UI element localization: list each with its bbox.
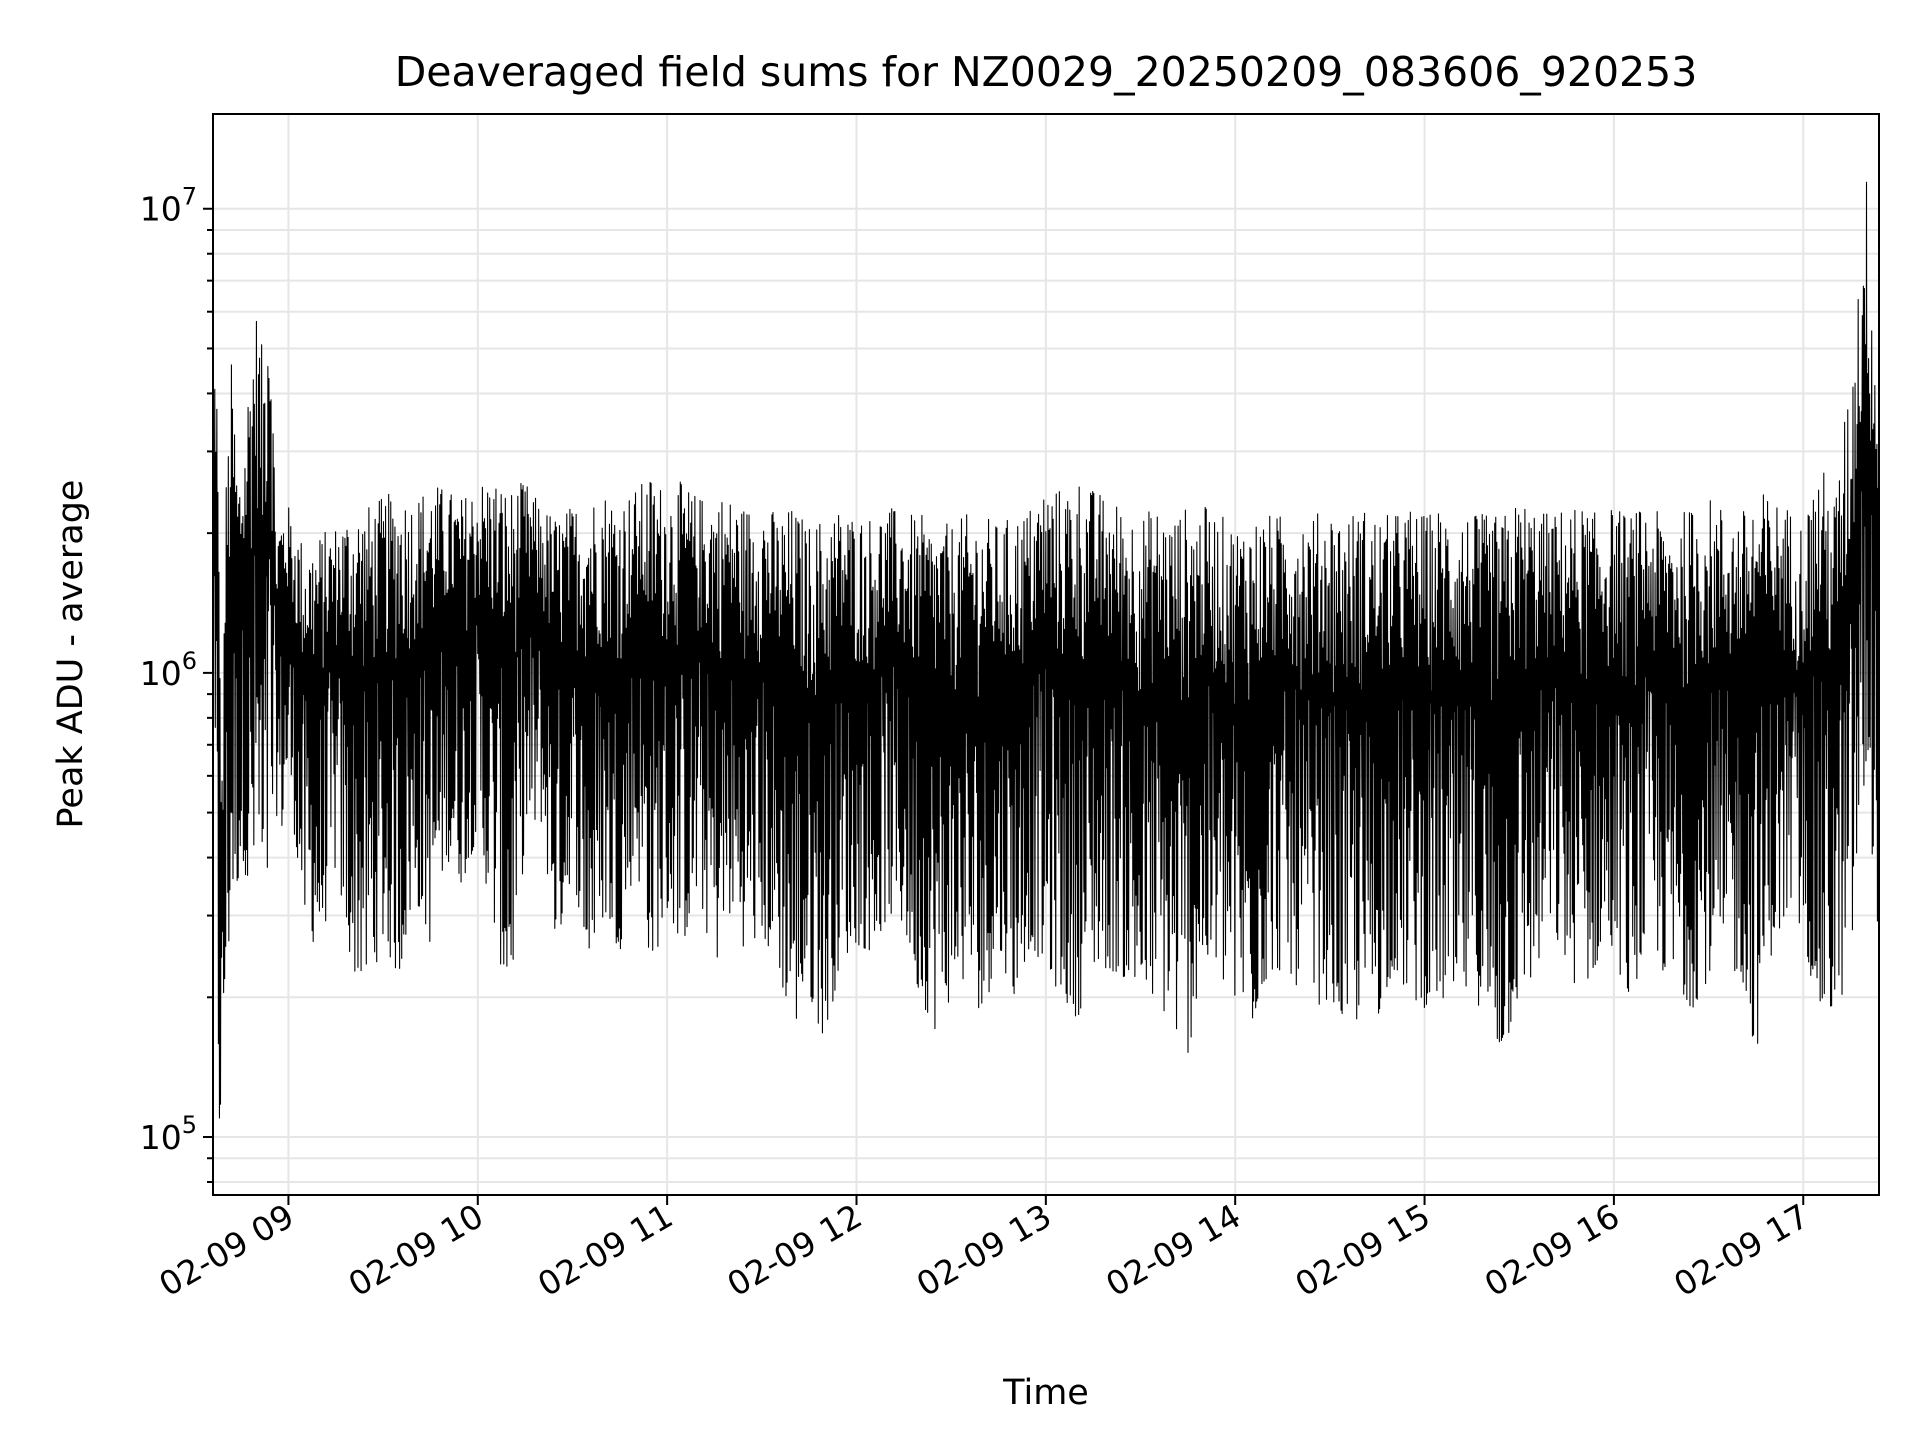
x-tick-label: 02-09 10	[342, 1196, 490, 1304]
x-tick-label: 02-09 17	[1667, 1196, 1815, 1304]
y-tick-label: 105	[140, 1111, 197, 1157]
x-axis-label: Time	[1002, 1373, 1089, 1413]
x-tick-label: 02-09 11	[531, 1196, 679, 1304]
series-layer	[213, 181, 1879, 1119]
series-line	[213, 181, 1879, 1119]
x-tick-label: 02-09 13	[910, 1196, 1058, 1304]
y-axis-label: Peak ADU - average	[51, 480, 91, 829]
x-tick-label: 02-09 14	[1099, 1196, 1247, 1304]
x-tick-label: 02-09 15	[1289, 1196, 1437, 1304]
x-tick-label: 02-09 16	[1478, 1196, 1626, 1304]
chart-title: Deaveraged field sums for NZ0029_2025020…	[395, 48, 1698, 96]
x-tick-label: 02-09 09	[152, 1196, 300, 1304]
x-tick-label: 02-09 12	[720, 1196, 868, 1304]
y-tick-label: 106	[140, 647, 197, 693]
y-tick-label: 107	[140, 183, 197, 229]
